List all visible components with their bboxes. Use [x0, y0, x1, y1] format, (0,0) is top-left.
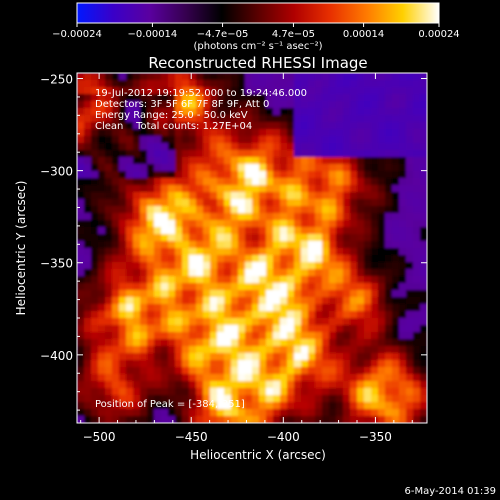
y-tick-label: −300	[40, 165, 73, 179]
colorbar: −0.00024 −0.00014 −4.7e−05 4.7e−05 0.00014 0.…	[52, 2, 460, 52]
info-line-time: 19-Jul-2012 19:19:52.000 to 19:24:46.000	[95, 88, 307, 99]
info-line-detectors: Detectors: 3F 5F 6F 7F 8F 9F, Att 0	[95, 99, 269, 110]
peak-marker	[498, 262, 500, 266]
y-tick-label: −350	[40, 257, 73, 271]
plot-area	[77, 73, 427, 423]
chart-title: Reconstructed RHESSI Image	[148, 54, 367, 72]
timestamp: 6-May-2014 01:39	[404, 486, 496, 497]
peak-position-label: Position of Peak = [-384,-351]	[95, 399, 245, 410]
x-axis: −500 −450 −400 −350	[80, 73, 413, 444]
x-tick-label: −400	[267, 430, 300, 444]
x-tick-label: −500	[83, 430, 116, 444]
colorbar-tick-label: −0.00024	[52, 29, 102, 40]
colorbar-tick-label: 0.00014	[343, 29, 384, 40]
y-tick-label: −400	[40, 349, 73, 363]
x-tick-label: −450	[175, 430, 208, 444]
colorbar-gradient	[76, 2, 440, 24]
x-axis-label: Heliocentric X (arcsec)	[190, 448, 326, 462]
colorbar-tick-label: 0.00024	[418, 29, 459, 40]
x-tick-label: −350	[359, 430, 392, 444]
y-axis: −250 −300 −350 −400	[40, 73, 427, 411]
info-box: 19-Jul-2012 19:19:52.000 to 19:24:46.000…	[95, 88, 307, 132]
info-line-counts: Clean Total counts: 1.27E+04	[95, 121, 252, 132]
y-tick-label: −250	[40, 73, 73, 87]
colorbar-tick-label: 4.7e−05	[272, 29, 315, 40]
colorbar-ticks: −0.00024 −0.00014 −4.7e−05 4.7e−05 0.00014 0.…	[52, 23, 460, 40]
colorbar-unit-label: (photons cm⁻² s⁻¹ asec⁻²)	[193, 41, 322, 52]
colorbar-tick-label: −0.00014	[128, 29, 178, 40]
plot-frame	[76, 72, 428, 424]
heatmap-image	[77, 73, 427, 423]
y-axis-label: Heliocentric Y (arcsec)	[14, 181, 28, 316]
colorbar-tick-label: −4.7e−05	[197, 29, 249, 40]
info-line-energy: Energy Range: 25.0 - 50.0 keV	[95, 110, 248, 121]
